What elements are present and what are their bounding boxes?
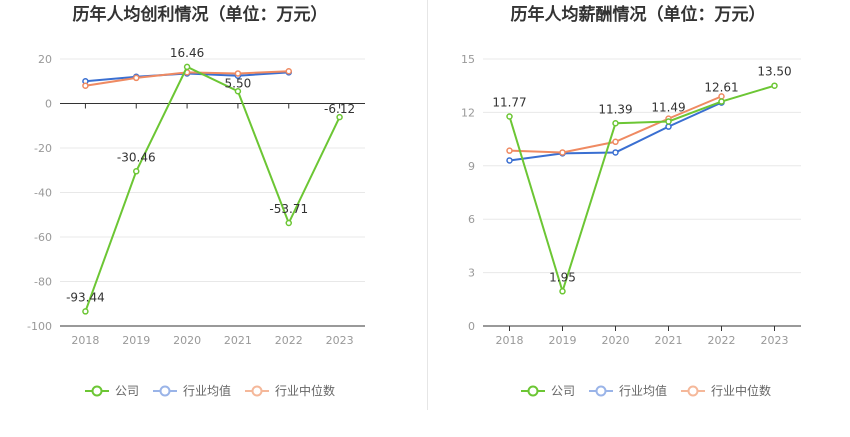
data-point-industry_avg [506,157,513,164]
series-line-company [84,65,341,312]
data-point-company [285,219,292,227]
y-tick-label: -20 [34,142,52,155]
legend-marker-industry_median [687,385,699,397]
x-tick-label: 2020 [173,334,201,347]
data-point-company [506,113,513,120]
x-tick-label: 2022 [275,334,303,347]
data-point-industry_avg [665,123,672,130]
data-point-company [133,168,140,175]
salary-per-capita-chart: 历年人均薪酬情况（单位：万元） 15 12 9 6 3 0 2018 2019 2020 2021 2… [428,0,850,437]
data-label: 1.95 [549,270,576,284]
data-label: 16.46 [170,46,204,60]
y-tick-label: 6 [468,213,475,226]
legend-label-industry_median: 行业中位数 [275,383,335,398]
data-label: -30.46 [117,150,156,164]
x-tick-label: 2018 [496,334,524,347]
y-tick-label: 20 [38,53,52,66]
y-tick-label: -100 [27,320,52,333]
y-tick-label: 9 [468,160,475,173]
data-label: 5.50 [225,76,252,90]
data-point-industry_avg [612,149,619,156]
y-tick-label: 0 [468,320,475,333]
x-tick-label: 2023 [326,334,354,347]
data-point-company [718,98,725,105]
data-label: 11.39 [598,102,632,116]
data-label: -53.71 [269,202,308,216]
data-point-industry_median [718,93,725,100]
data-point-industry_median [234,70,242,77]
data-point-industry_median [612,138,619,146]
legend-marker-company [527,385,539,397]
panel-divider [427,0,428,410]
data-point-company [612,120,619,127]
x-tick-label: 2021 [224,334,252,347]
data-point-industry_median [506,147,513,154]
y-tick-label: 3 [468,267,475,280]
data-point-company [559,288,566,295]
data-point-industry_median [133,74,140,82]
legend-label-industry_avg: 行业均值 [619,383,667,398]
data-point-company [234,88,242,95]
legend-label-company: 公司 [551,384,575,398]
legend-label-industry_median: 行业中位数 [711,383,771,398]
data-label: -93.44 [66,290,105,304]
data-point-industry_median [559,149,566,156]
legend-marker-industry_avg [159,385,171,397]
data-point-company [183,63,191,71]
y-tick-label: 15 [461,53,475,66]
x-tick-label: 2019 [122,334,150,347]
y-tick-label: 0 [45,98,52,111]
y-tick-label: -40 [34,187,52,200]
chart-title: 历年人均薪酬情况（单位：万元） [511,4,766,25]
x-tick-label: 2019 [549,334,577,347]
chart-title: 历年人均创利情况（单位：万元） [73,4,328,25]
data-point-industry_median [285,67,292,75]
y-tick-label: -80 [34,276,52,289]
x-tick-label: 2018 [71,334,99,347]
legend-label-company: 公司 [115,384,139,398]
legend-marker-industry_avg [595,385,607,397]
data-label: 12.61 [704,81,738,95]
x-tick-label: 2022 [708,334,736,347]
profit-chart-svg: 历年人均创利情况（单位：万元） 20 0 -20 -40 -60 -80 -100 2018 20… [27,4,365,398]
series-line-company [508,84,775,295]
legend-marker-industry_median [251,385,263,397]
legend-label-industry_avg: 行业均值 [183,383,231,398]
data-label: -6.12 [324,102,355,116]
data-label: 13.50 [757,65,791,79]
data-point-company [336,113,343,121]
x-tick-label: 2021 [655,334,683,347]
x-tick-label: 2023 [761,334,789,347]
data-point-company [665,118,672,125]
x-tick-label: 2020 [602,334,630,347]
salary-chart-svg: 历年人均薪酬情况（单位：万元） 15 12 9 6 3 0 2018 2019 2020 2021 2… [461,4,801,398]
legend-marker-company [91,385,103,397]
data-point-company [771,82,778,89]
y-tick-label: -60 [34,231,52,244]
data-point-industry_median [82,82,89,89]
data-label: 11.77 [492,95,526,109]
y-tick-label: 12 [461,106,475,119]
data-point-company [82,308,89,315]
data-label: 11.49 [651,100,685,114]
profit-per-capita-chart: 历年人均创利情况（单位：万元） 20 0 -20 -40 -60 -80 -100 2018 20… [27,4,365,398]
